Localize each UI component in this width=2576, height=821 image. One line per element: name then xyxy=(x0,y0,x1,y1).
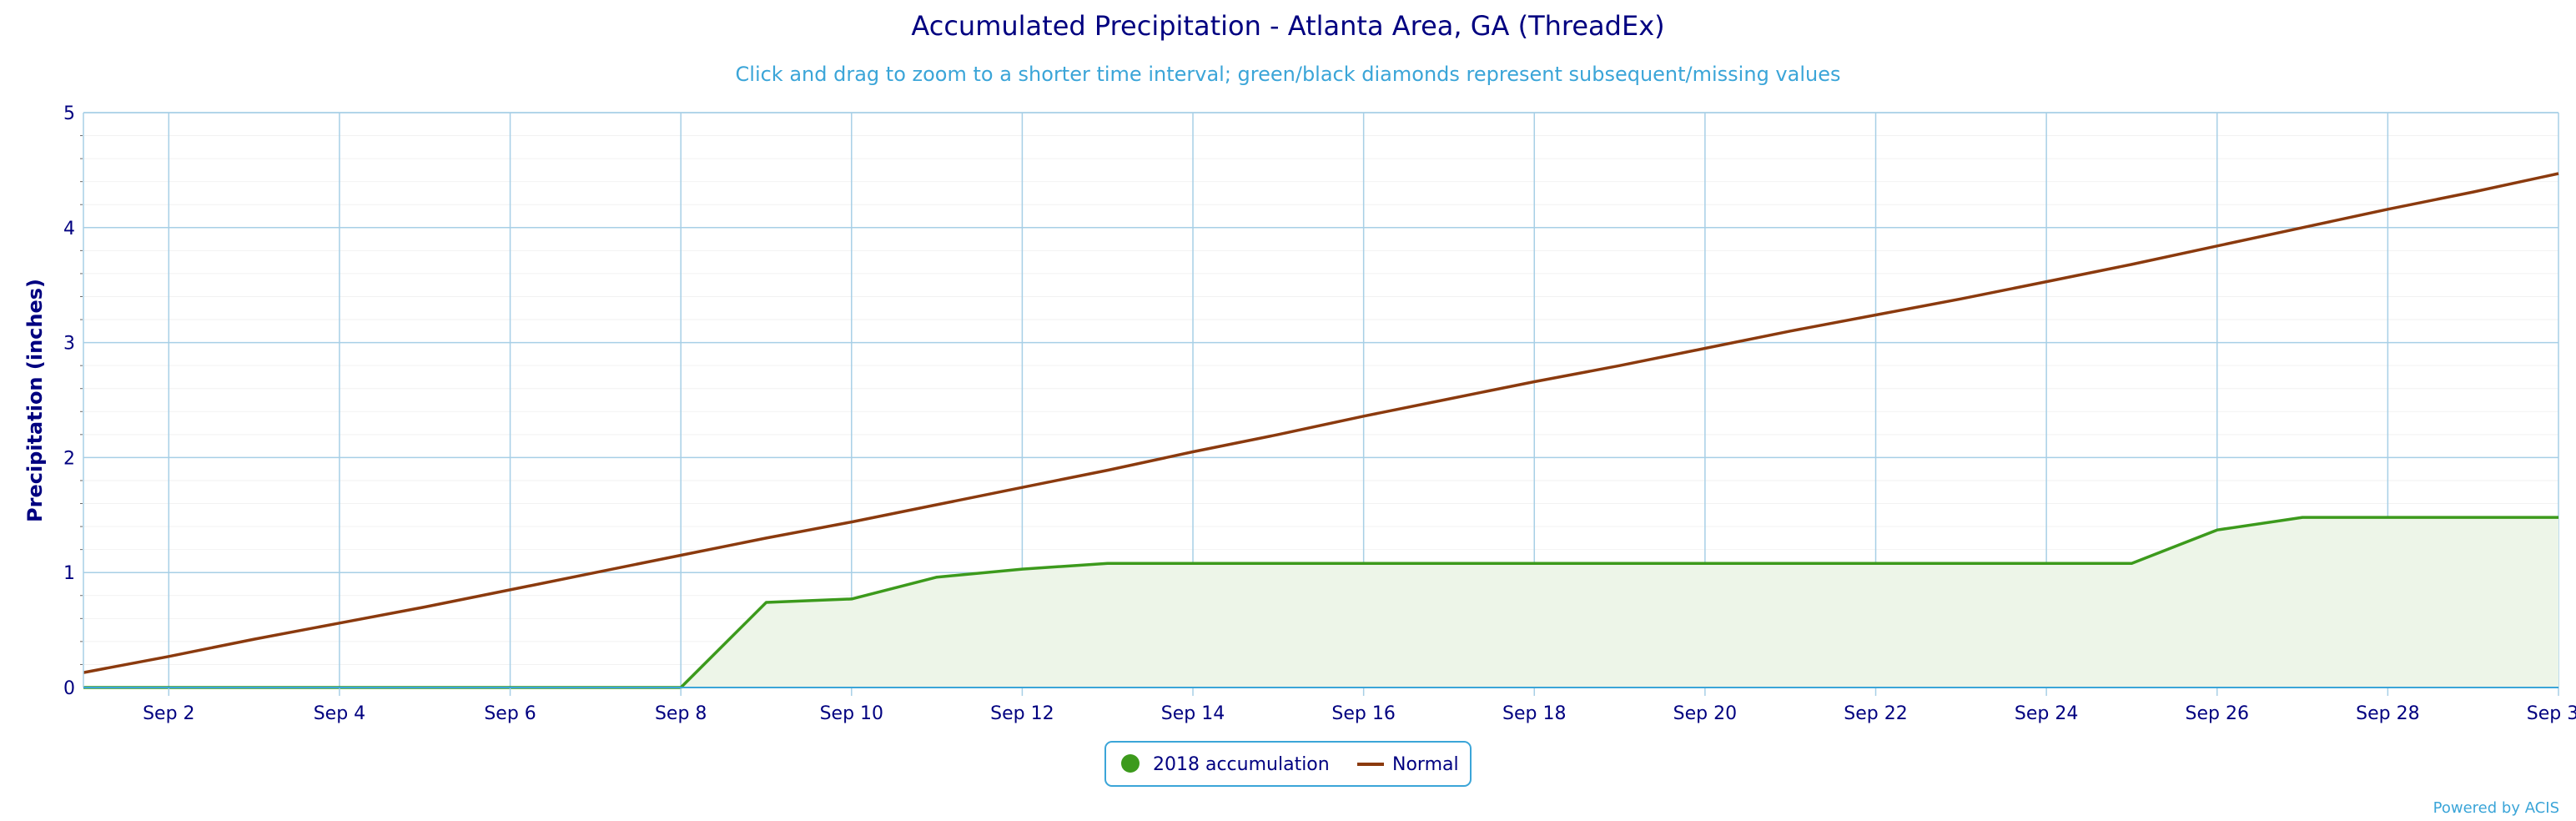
x-tick-label: Sep 6 xyxy=(484,703,536,724)
x-tick-label: Sep 24 xyxy=(2015,703,2078,724)
chart-title: Accumulated Precipitation - Atlanta Area… xyxy=(911,10,1664,42)
legend-item-2018-accumulation[interactable]: 2018 accumulation xyxy=(1121,754,1330,775)
x-tick-label: Sep 2 xyxy=(143,703,194,724)
legend-label-2018-accumulation: 2018 accumulation xyxy=(1153,754,1330,775)
y-tick-label: 1 xyxy=(63,563,75,584)
legend-label-normal: Normal xyxy=(1392,754,1459,775)
y-tick-label: 3 xyxy=(63,334,75,355)
chart-subtitle: Click and drag to zoom to a shorter time… xyxy=(736,63,1841,86)
credits-link[interactable]: Powered by ACIS xyxy=(2433,799,2559,817)
legend-box xyxy=(1104,741,1472,787)
y-tick-label: 5 xyxy=(63,103,75,124)
legend[interactable]: 2018 accumulation Normal xyxy=(1104,741,1472,787)
x-tick-label: Sep 30 xyxy=(2527,703,2576,724)
x-tick-label: Sep 22 xyxy=(1844,703,1907,724)
x-tick-label: Sep 4 xyxy=(314,703,365,724)
series-area xyxy=(83,517,2558,688)
x-tick-label: Sep 20 xyxy=(1673,703,1737,724)
x-tick-label: Sep 10 xyxy=(820,703,883,724)
x-tick-labels: Sep 2 Sep 4 Sep 6 Sep 8 Sep 10 Sep 12 Sep 14 Se… xyxy=(143,703,2576,724)
y-tick-label: 4 xyxy=(63,219,75,239)
x-tick-label: Sep 14 xyxy=(1161,703,1225,724)
x-tick-label: Sep 8 xyxy=(655,703,707,724)
x-tick-label: Sep 28 xyxy=(2356,703,2419,724)
minor-grid xyxy=(80,135,2558,665)
legend-item-normal[interactable]: Normal xyxy=(1357,754,1459,775)
y-tick-label: 2 xyxy=(63,448,75,469)
x-tick-label: Sep 16 xyxy=(1331,703,1395,724)
legend-marker-2018-accumulation xyxy=(1121,754,1140,773)
x-tick-label: Sep 12 xyxy=(990,703,1054,724)
line-normal[interactable] xyxy=(83,172,2559,674)
axes xyxy=(83,112,2559,696)
y-tick-label: 0 xyxy=(63,678,75,699)
x-tick-label: Sep 26 xyxy=(2186,703,2249,724)
y-axis-label: Precipitation (inches) xyxy=(23,279,47,522)
x-tick-label: Sep 18 xyxy=(1502,703,1566,724)
y-tick-labels: 0 1 2 3 4 5 xyxy=(63,103,75,699)
area-2018-accumulation xyxy=(83,517,2558,688)
